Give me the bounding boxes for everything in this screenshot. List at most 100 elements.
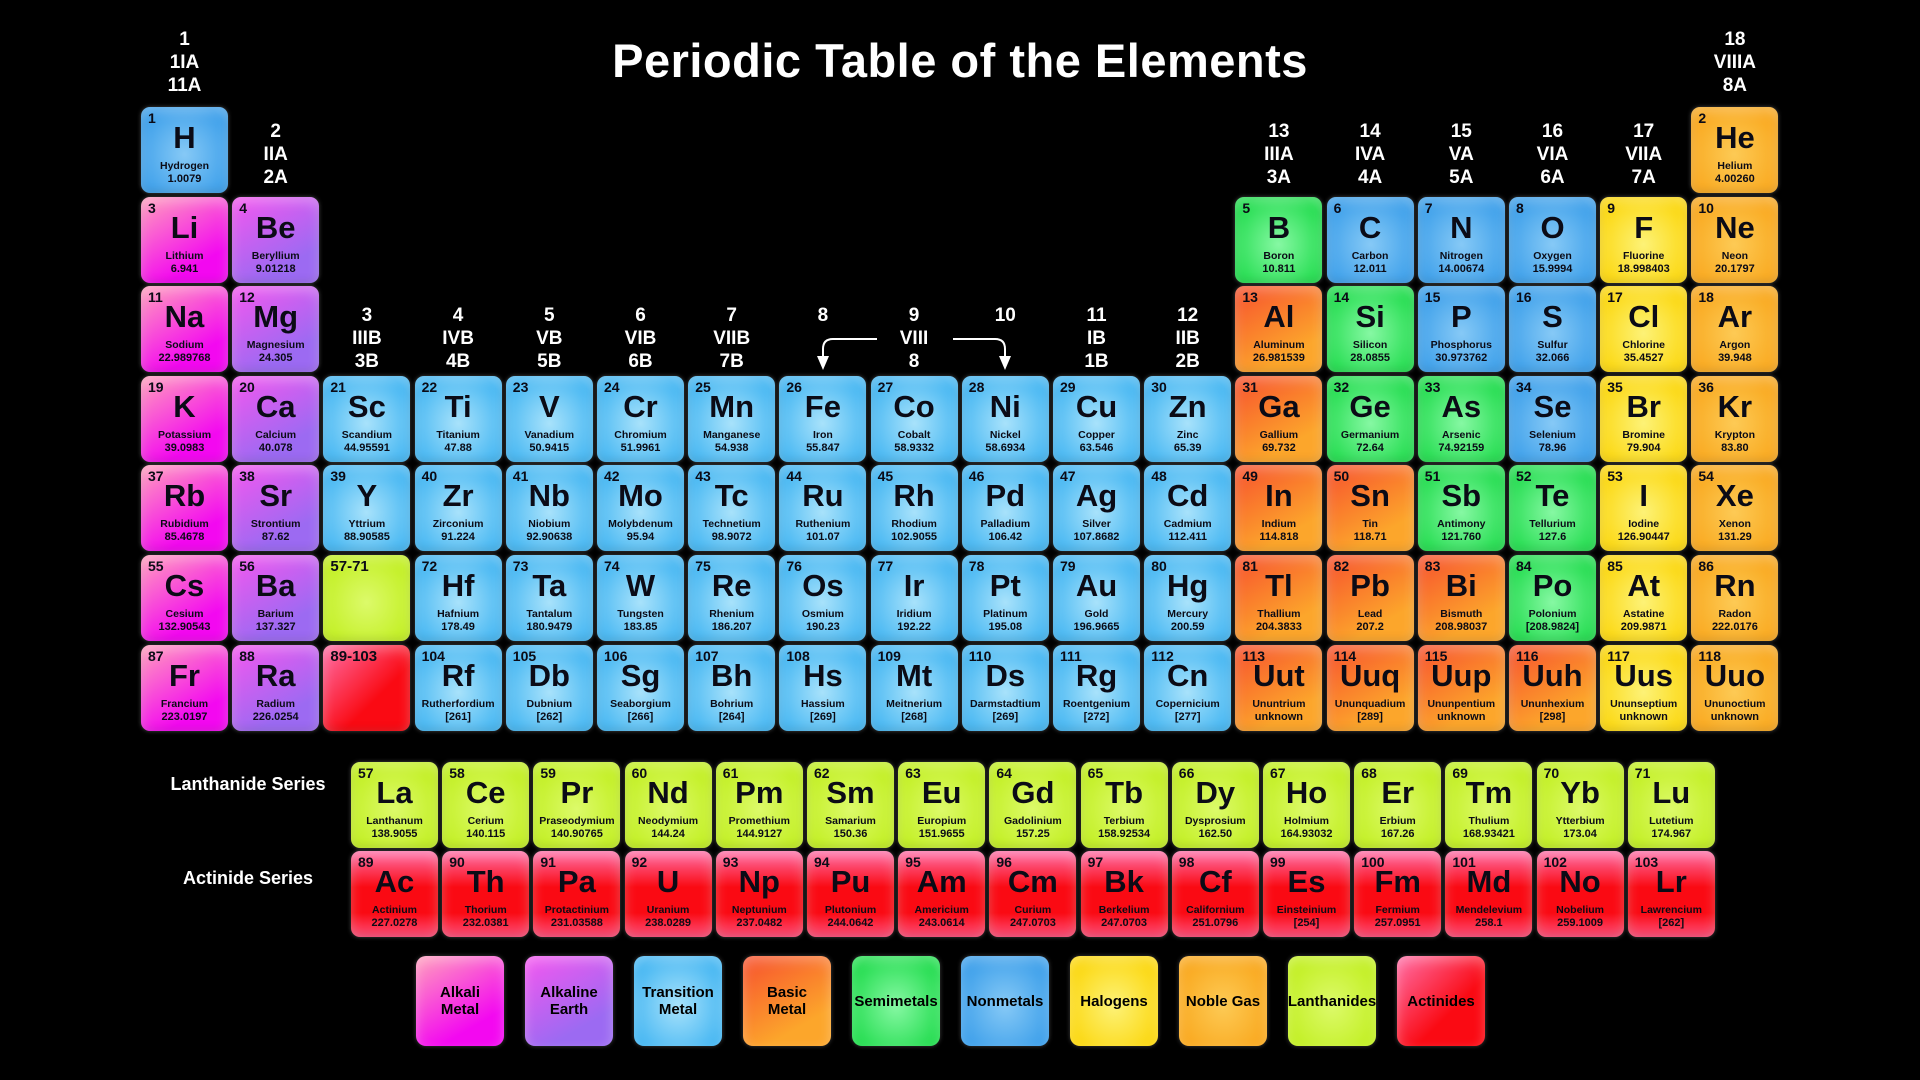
- element-num: 86: [1698, 558, 1714, 574]
- element-u: 92 U Uranium 238.0289: [624, 851, 712, 937]
- element-name: Ununseptium: [1610, 697, 1678, 710]
- element-mass: [269]: [992, 710, 1019, 723]
- element-mass: 137.327: [255, 621, 296, 633]
- element-name: Mercury: [1167, 608, 1209, 620]
- element-num: 24: [604, 378, 620, 395]
- element-name: Magnesium: [246, 339, 305, 352]
- element-name: Rhodium: [891, 518, 937, 531]
- element-num: 66: [1178, 765, 1195, 781]
- element-sym: Cl: [1628, 299, 1660, 335]
- element-num: 67: [1270, 765, 1286, 781]
- element-sym: Y: [356, 478, 378, 514]
- element-sym: Cr: [623, 388, 658, 424]
- element-sym: Ti: [444, 388, 472, 424]
- element-name: Einsteinium: [1276, 904, 1337, 916]
- element-num: 87: [148, 647, 164, 664]
- element-sym: Cs: [164, 568, 205, 603]
- element-f: 9 F Fluorine 18.998403: [1600, 196, 1688, 283]
- element-n: 7 N Nitrogen 14.00674: [1417, 196, 1505, 283]
- element-y: 39 Y Yttrium 88.90585: [323, 465, 411, 552]
- element-num: 74: [604, 558, 620, 574]
- element-sym: Uut: [1253, 657, 1305, 693]
- element-mass: 204.3833: [1255, 621, 1302, 633]
- element-ac: 89 Ac Actinium 227.0278: [351, 851, 438, 937]
- element-kr: 36 Kr Krypton 83.80: [1691, 375, 1779, 462]
- element-mass: 74.92159: [1438, 441, 1485, 454]
- element-num: 100: [1361, 854, 1385, 870]
- element-mass: 40.078: [258, 441, 293, 454]
- element-er: 68 Er Erbium 167.26: [1354, 762, 1442, 848]
- element-num: 10: [1698, 199, 1714, 216]
- element-co: 27 Co Cobalt 58.9332: [870, 375, 958, 462]
- element-sym: F: [1634, 209, 1654, 245]
- element-h: 1 H Hydrogen 1.0079: [141, 107, 228, 193]
- element-num: 13: [1242, 289, 1258, 306]
- element-br: 35 Br Bromine 79.904: [1600, 375, 1688, 462]
- element-sym: Ra: [255, 657, 296, 693]
- element-lr: 103 Lr Lawrencium [262]: [1627, 851, 1715, 937]
- element-sym: Cn: [1167, 657, 1209, 693]
- element-mass: 88.90585: [343, 531, 390, 544]
- element-ag: 47 Ag Silver 107.8682: [1053, 465, 1140, 552]
- element-num: 11: [148, 289, 163, 306]
- element-name: Barium: [257, 608, 294, 620]
- element-mass: [272]: [1083, 710, 1110, 723]
- element-tb: 65 Tb Terbium 158.92534: [1080, 762, 1168, 848]
- element-name: Chlorine: [1622, 339, 1665, 352]
- element-mass: 127.6: [1538, 531, 1567, 544]
- element-num: 53: [1607, 468, 1623, 485]
- element-mg: 12 Mg Magnesium 24.305: [232, 286, 320, 373]
- element-np: 93 Np Neptunium 237.0482: [715, 851, 803, 937]
- element-num: 17: [1607, 289, 1623, 306]
- element-mass: [262]: [536, 710, 563, 723]
- element-sym: Se: [1533, 388, 1572, 424]
- element-sym: Hf: [441, 568, 475, 603]
- element-sym: Rf: [441, 657, 475, 693]
- element-mass: [289]: [1357, 710, 1383, 723]
- element-mass: 54.938: [714, 441, 749, 454]
- element-sym: B: [1267, 209, 1291, 245]
- legend-label: Transition Metal: [642, 984, 714, 1018]
- element-num: 118: [1698, 647, 1721, 664]
- element-hg: 80 Hg Mercury 200.59: [1144, 555, 1232, 641]
- element-mass: 20.1797: [1715, 262, 1755, 275]
- element-sym: W: [625, 568, 656, 603]
- element-mass: 102.9055: [891, 531, 938, 544]
- element-mass: 247.0703: [1009, 917, 1056, 929]
- element-num: 57: [358, 765, 374, 781]
- element-num: 78: [968, 558, 985, 574]
- element-i: 53 I Iodine 126.90447: [1600, 465, 1688, 552]
- group-label-col16: 16 VIA 6A: [1536, 121, 1569, 188]
- element-no: 102 No Nobelium 259.1009: [1536, 851, 1624, 937]
- element-rn: 86 Rn Radon 222.0176: [1691, 555, 1779, 641]
- element-num: 89: [358, 854, 374, 870]
- element-mass: 87.62: [261, 531, 290, 544]
- group-label-col14: 14 IVA 4A: [1354, 121, 1386, 188]
- element-mass: 35.4527: [1623, 352, 1664, 365]
- element-sym: Pm: [735, 775, 784, 810]
- element-sym: U: [656, 864, 680, 899]
- element-mass: 15.9994: [1532, 262, 1573, 275]
- element-name: Neodymium: [638, 815, 699, 827]
- group-label-col4: 4 IVB 4B: [442, 305, 474, 372]
- element-num: 85: [1607, 558, 1623, 574]
- element-mt: 109 Mt Meitnerium [268]: [870, 644, 958, 731]
- element-name: Neon: [1721, 249, 1749, 262]
- element-sym: Os: [802, 568, 844, 603]
- element-mass: unknown: [1710, 710, 1760, 723]
- element-sym: Cf: [1198, 864, 1232, 899]
- element-name: Molybdenum: [608, 518, 673, 531]
- element-num: 5: [1242, 199, 1251, 216]
- element-name: Zirconium: [432, 518, 484, 531]
- element-name: Cobalt: [897, 428, 931, 441]
- element-sym: Be: [255, 209, 296, 245]
- element-name: Darmstadtium: [969, 697, 1041, 710]
- element-ra: 88 Ra Radium 226.0254: [232, 644, 320, 731]
- element-name: Potassium: [157, 428, 212, 441]
- element-name: Lead: [1357, 608, 1383, 620]
- element-sym: Cm: [1007, 864, 1058, 899]
- element-sym: Uus: [1614, 657, 1673, 693]
- element-es: 99 Es Einsteinium [254]: [1263, 851, 1350, 937]
- element-mass: 72.64: [1356, 441, 1384, 454]
- element-cd: 48 Cd Cadmium 112.411: [1144, 465, 1232, 552]
